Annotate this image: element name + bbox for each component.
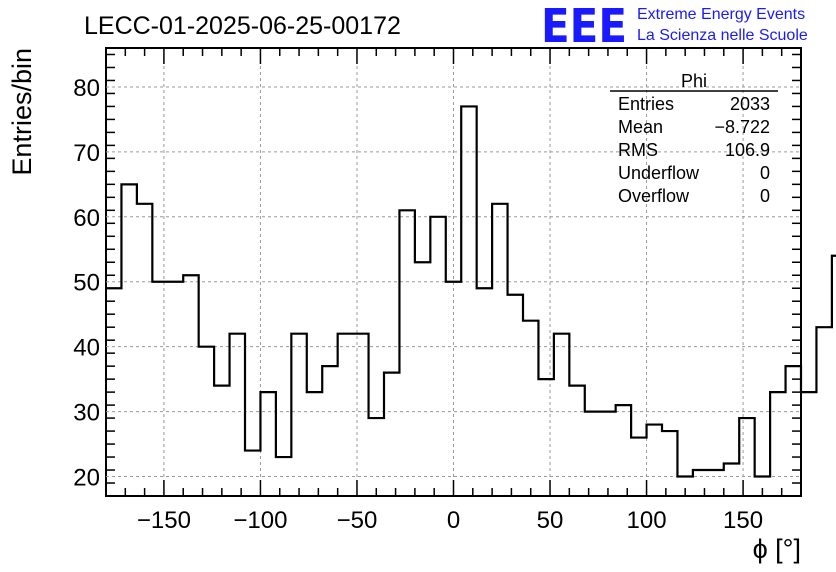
histogram-bin — [338, 334, 353, 496]
stats-label-mean: Mean — [618, 117, 663, 137]
stats-value-rms: 106.9 — [725, 140, 770, 160]
logo-line-1: Extreme Energy Events — [637, 6, 805, 23]
histogram-bin — [276, 457, 291, 496]
histogram-bin — [801, 392, 816, 496]
tick-labels: −150 −100 −50 0 50 100 150 20 30 40 50 60 70 80 — [73, 75, 763, 534]
histogram-bin — [585, 412, 600, 496]
stats-label-underflow: Underflow — [618, 163, 700, 183]
stats-value-overflow: 0 — [760, 186, 770, 206]
histogram-bin — [291, 334, 306, 496]
histogram-bin — [770, 392, 785, 496]
histogram-bin — [832, 256, 836, 496]
histogram-bin — [199, 347, 214, 496]
histogram-bin — [755, 477, 770, 496]
histogram-bin — [708, 470, 723, 496]
x-tick-label: −50 — [337, 507, 378, 534]
grid-lines — [106, 48, 801, 496]
histogram-bin — [569, 386, 584, 496]
histogram-bin — [307, 392, 322, 496]
histogram-bin — [322, 366, 337, 496]
y-tick-label: 30 — [73, 400, 100, 427]
histogram-bin — [523, 321, 538, 496]
histogram-bin — [647, 425, 662, 496]
histogram-bin — [477, 288, 492, 496]
y-tick-label: 50 — [73, 270, 100, 297]
y-tick-label: 80 — [73, 75, 100, 102]
histogram-bin — [168, 282, 183, 496]
axis-ticks — [105, 48, 802, 497]
x-tick-label: −100 — [233, 507, 287, 534]
stats-box: Phi Entries 2033 Mean −8.722 RMS 106.9 U… — [610, 71, 778, 206]
histogram-bin — [430, 217, 445, 496]
histogram-bin — [616, 405, 631, 496]
y-tick-label: 60 — [73, 205, 100, 232]
histogram-bin — [214, 386, 229, 496]
histogram-bin — [369, 418, 384, 496]
y-tick-label: 20 — [73, 465, 100, 492]
stats-title: Phi — [681, 71, 707, 91]
stats-value-underflow: 0 — [760, 163, 770, 183]
histogram-bin — [137, 204, 152, 496]
histogram-bin — [816, 327, 831, 496]
histogram-bin — [152, 282, 167, 496]
stats-value-mean: −8.722 — [714, 117, 770, 137]
x-tick-label: −150 — [137, 507, 191, 534]
histogram-bin — [384, 373, 399, 496]
histogram-bins — [106, 74, 836, 496]
histogram-bin — [461, 106, 476, 496]
histogram-bin — [600, 412, 615, 496]
histogram-bin — [353, 334, 368, 496]
histogram-bin — [446, 282, 461, 496]
x-tick-label: 100 — [627, 507, 667, 534]
histogram-bin — [724, 464, 739, 496]
histogram-bin — [786, 366, 801, 496]
histogram-bin — [631, 438, 646, 496]
y-tick-label: 40 — [73, 335, 100, 362]
x-axis-label: ϕ [°] — [753, 534, 801, 564]
histogram-bin — [554, 334, 569, 496]
histogram-bin — [230, 334, 245, 496]
histogram-bin — [508, 295, 523, 496]
histogram-bin — [492, 204, 507, 496]
histogram-bin — [739, 418, 754, 496]
histogram-line — [106, 105, 836, 478]
eee-logo-mark: EEE — [541, 0, 627, 53]
x-tick-label: 50 — [537, 507, 564, 534]
logo-line-2: La Scienza nelle Scuole — [637, 27, 808, 44]
histogram-bin — [693, 470, 708, 496]
histogram-bin — [183, 275, 198, 496]
stats-value-entries: 2033 — [730, 94, 770, 114]
histogram-bin — [260, 392, 275, 496]
stats-label-rms: RMS — [618, 140, 658, 160]
histogram-bin — [245, 451, 260, 496]
histogram-bin — [106, 288, 121, 496]
histogram-bin — [662, 431, 677, 496]
histogram-bin — [415, 262, 430, 496]
histogram-bin — [399, 210, 414, 496]
histogram-bin — [677, 477, 692, 496]
x-tick-label: 0 — [447, 507, 460, 534]
x-tick-label: 150 — [723, 507, 763, 534]
histogram-bin — [121, 184, 136, 496]
chart-title: LECC-01-2025-06-25-00172 — [84, 12, 401, 40]
histogram-bin — [538, 379, 553, 496]
y-axis-label: Entries/bin — [7, 48, 37, 176]
y-tick-label: 70 — [73, 140, 100, 167]
stats-label-overflow: Overflow — [618, 186, 690, 206]
stats-label-entries: Entries — [618, 94, 674, 114]
